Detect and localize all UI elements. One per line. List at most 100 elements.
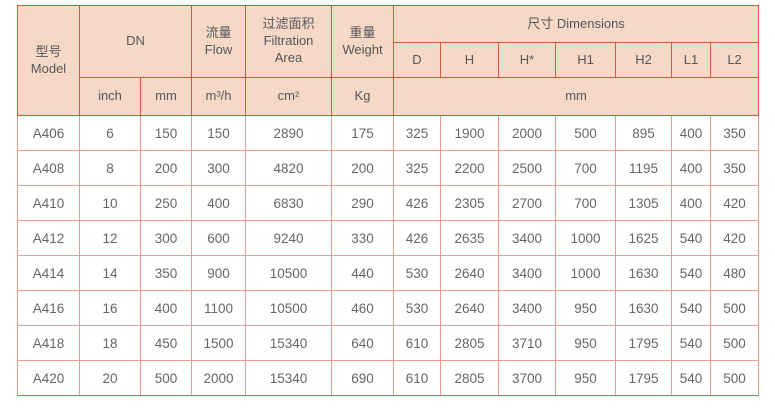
unit-mm: mm bbox=[140, 77, 192, 116]
cell-dim-l2: 420 bbox=[709, 185, 760, 221]
table-row: A418 18 450 1500 15340 640 610 2805 3710… bbox=[17, 325, 760, 361]
cell-dim-h2: 1195 bbox=[615, 150, 672, 186]
cell-dim-l1: 540 bbox=[671, 290, 711, 326]
cell-dim-h: 1900 bbox=[440, 115, 499, 151]
unit-flow: m³/h bbox=[191, 77, 246, 116]
cell-dim-d: 426 bbox=[393, 220, 441, 256]
unit-inch: inch bbox=[79, 77, 141, 116]
cell-dim-l2: 500 bbox=[709, 360, 760, 396]
cell-dim-h: 2640 bbox=[440, 290, 499, 326]
header-flow-zh: 流量 bbox=[205, 24, 232, 40]
header-dim-d: D bbox=[393, 42, 441, 78]
cell-dim-hstar: 2000 bbox=[498, 115, 556, 151]
table-row: A420 20 500 2000 15340 690 610 2805 3700… bbox=[17, 360, 760, 396]
cell-weight: 290 bbox=[331, 185, 394, 221]
cell-dim-h1: 950 bbox=[555, 325, 616, 361]
cell-flow: 400 bbox=[191, 185, 246, 221]
cell-dim-h2: 895 bbox=[615, 115, 672, 151]
cell-model: A414 bbox=[17, 255, 80, 291]
cell-dn-inch: 12 bbox=[79, 220, 141, 256]
cell-dim-h2: 1305 bbox=[615, 185, 672, 221]
cell-weight: 440 bbox=[331, 255, 394, 291]
cell-dim-h1: 1000 bbox=[555, 255, 616, 291]
cell-dim-d: 530 bbox=[393, 255, 441, 291]
cell-dim-h2: 1795 bbox=[615, 360, 672, 396]
cell-dim-h: 2635 bbox=[440, 220, 499, 256]
cell-dim-h: 2805 bbox=[440, 360, 499, 396]
cell-dim-d: 530 bbox=[393, 290, 441, 326]
cell-dn-mm: 500 bbox=[140, 360, 192, 396]
cell-dim-hstar: 3400 bbox=[498, 255, 556, 291]
table-row: A408 8 200 300 4820 200 325 2200 2500 70… bbox=[17, 150, 760, 186]
table-row: A410 10 250 400 6830 290 426 2305 2700 7… bbox=[17, 185, 760, 221]
cell-dim-hstar: 3700 bbox=[498, 360, 556, 396]
cell-dim-hstar: 2500 bbox=[498, 150, 556, 186]
cell-dim-hstar: 3710 bbox=[498, 325, 556, 361]
cell-dn-mm: 300 bbox=[140, 220, 192, 256]
cell-dim-h2: 1630 bbox=[615, 255, 672, 291]
cell-dim-l2: 350 bbox=[709, 115, 760, 151]
header-filtration-en-1: Filtration bbox=[263, 33, 314, 49]
cell-dn-inch: 10 bbox=[79, 185, 141, 221]
cell-area: 15340 bbox=[245, 325, 332, 361]
cell-dim-l1: 540 bbox=[671, 325, 711, 361]
cell-dim-d: 610 bbox=[393, 360, 441, 396]
cell-model: A410 bbox=[17, 185, 80, 221]
cell-dn-mm: 450 bbox=[140, 325, 192, 361]
cell-dim-l2: 500 bbox=[709, 325, 760, 361]
cell-dim-h2: 1630 bbox=[615, 290, 672, 326]
cell-dim-hstar: 3400 bbox=[498, 290, 556, 326]
cell-flow: 1500 bbox=[191, 325, 246, 361]
table-row: A414 14 350 900 10500 440 530 2640 3400 … bbox=[17, 255, 760, 291]
header-dimensions: 尺寸 Dimensions bbox=[392, 5, 760, 43]
cell-model: A416 bbox=[17, 290, 80, 326]
header-dim-l2: L2 bbox=[709, 42, 760, 78]
unit-area: cm² bbox=[245, 77, 332, 116]
unit-weight: Kg bbox=[331, 77, 394, 116]
cell-dim-h1: 950 bbox=[555, 290, 616, 326]
cell-dim-h2: 1625 bbox=[615, 220, 672, 256]
header-model: 型号 Model bbox=[17, 5, 80, 116]
cell-flow: 300 bbox=[191, 150, 246, 186]
header-flow-en: Flow bbox=[204, 41, 233, 57]
cell-weight: 200 bbox=[331, 150, 394, 186]
cell-dim-d: 426 bbox=[393, 185, 441, 221]
cell-flow: 900 bbox=[191, 255, 246, 291]
cell-dim-hstar: 3400 bbox=[498, 220, 556, 256]
header-model-zh: 型号 bbox=[35, 43, 62, 59]
cell-weight: 175 bbox=[331, 115, 394, 151]
cell-area: 10500 bbox=[245, 255, 332, 291]
cell-dim-h1: 1000 bbox=[555, 220, 616, 256]
cell-dim-h: 2305 bbox=[440, 185, 499, 221]
cell-dim-h2: 1795 bbox=[615, 325, 672, 361]
cell-dn-mm: 150 bbox=[140, 115, 192, 151]
cell-dim-l1: 400 bbox=[671, 115, 711, 151]
header-filtration-zh: 过滤面积 bbox=[262, 16, 315, 32]
cell-dn-inch: 8 bbox=[79, 150, 141, 186]
header-weight-en: Weight bbox=[342, 41, 383, 57]
header-flow: 流量 Flow bbox=[191, 5, 246, 78]
cell-model: A420 bbox=[17, 360, 80, 396]
cell-dim-l1: 400 bbox=[671, 185, 711, 221]
cell-flow: 600 bbox=[191, 220, 246, 256]
cell-dim-h1: 700 bbox=[555, 185, 616, 221]
cell-area: 15340 bbox=[245, 360, 332, 396]
header-dim-hstar: H* bbox=[498, 42, 556, 78]
cell-dim-d: 325 bbox=[393, 115, 441, 151]
cell-flow: 1100 bbox=[191, 290, 246, 326]
header-dim-l1: L1 bbox=[671, 42, 711, 78]
header-dn: DN bbox=[79, 5, 192, 78]
cell-dim-d: 325 bbox=[393, 150, 441, 186]
header-row-groups: 型号 Model DN 流量 Flow 过滤面积 Filtration Area… bbox=[17, 5, 760, 116]
cell-dim-hstar: 2700 bbox=[498, 185, 556, 221]
cell-area: 2890 bbox=[245, 115, 332, 151]
header-dim-h: H bbox=[440, 42, 499, 78]
cell-dn-inch: 14 bbox=[79, 255, 141, 291]
table-row: A406 6 150 150 2890 175 325 1900 2000 50… bbox=[17, 115, 760, 151]
header-row-units: inch mm m³/h cm² Kg mm bbox=[18, 77, 760, 116]
cell-dim-l2: 480 bbox=[709, 255, 760, 291]
cell-model: A406 bbox=[17, 115, 80, 151]
cell-dim-l1: 540 bbox=[671, 360, 711, 396]
header-filtration-area: 过滤面积 Filtration Area bbox=[245, 5, 332, 78]
